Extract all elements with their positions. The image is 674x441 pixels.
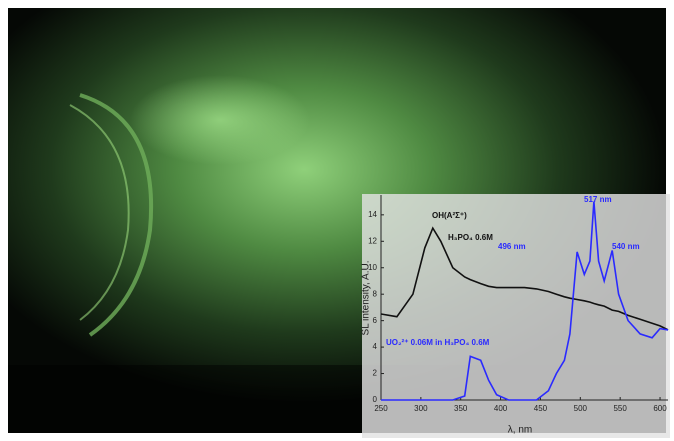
y-tick-label: 12 xyxy=(368,236,377,245)
x-tick-label: 600 xyxy=(653,404,667,413)
y-tick-label: 8 xyxy=(373,289,378,298)
annotation: H₃PO₄ 0.6M xyxy=(448,233,493,242)
y-tick-label: 14 xyxy=(368,210,377,219)
x-tick-label: 550 xyxy=(613,404,627,413)
x-tick-label: 450 xyxy=(534,404,548,413)
x-tick-label: 250 xyxy=(374,404,388,413)
y-tick-label: 4 xyxy=(373,342,378,351)
annotation: 517 nm xyxy=(584,195,612,204)
x-tick-label: 300 xyxy=(414,404,428,413)
annotation: OH(A²Σ⁺) xyxy=(432,211,467,220)
x-axis-title: λ, nm xyxy=(508,425,532,436)
y-tick-label: 6 xyxy=(373,316,378,325)
x-tick-label: 350 xyxy=(454,404,468,413)
y-tick-label: 0 xyxy=(373,395,378,404)
x-tick-label: 400 xyxy=(494,404,508,413)
inset-panel xyxy=(362,194,670,438)
y-tick-label: 2 xyxy=(373,369,378,378)
y-tick-label: 10 xyxy=(368,263,377,272)
photo-highlight xyxy=(130,75,310,165)
annotation: 540 nm xyxy=(612,242,640,251)
figure: SL intensity, A.U. λ, nm 024681012142503… xyxy=(0,0,674,441)
annotation: 496 nm xyxy=(498,242,526,251)
annotation: UO₂²⁺ 0.06M in H₃PO₄ 0.6M xyxy=(386,338,490,347)
x-tick-label: 500 xyxy=(574,404,588,413)
